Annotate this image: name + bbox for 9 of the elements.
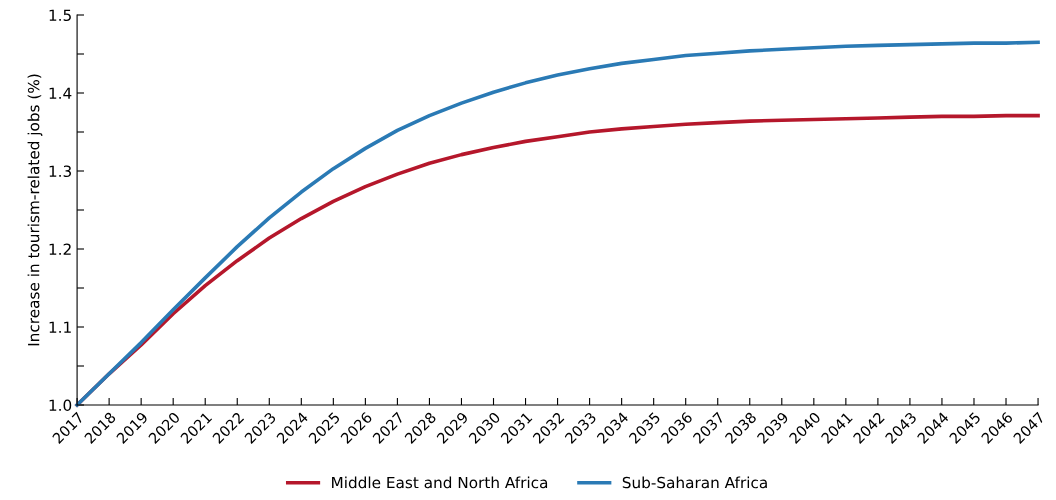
y-tick-label: 1.0: [49, 399, 72, 412]
y-tick-label: 1.2: [49, 243, 71, 255]
y-tick-label: 1.5: [49, 9, 71, 22]
legend-label: Middle East and North Africa: [332, 476, 548, 489]
legend-label: Sub-Saharan Africa: [622, 476, 767, 489]
y-tick-label: 1.1: [49, 321, 71, 333]
y-tick-label: 1.3: [49, 165, 71, 178]
y-tick-label: 1.4: [49, 87, 72, 99]
y-axis-title: Increase in tourism-related jobs (%): [27, 74, 43, 346]
